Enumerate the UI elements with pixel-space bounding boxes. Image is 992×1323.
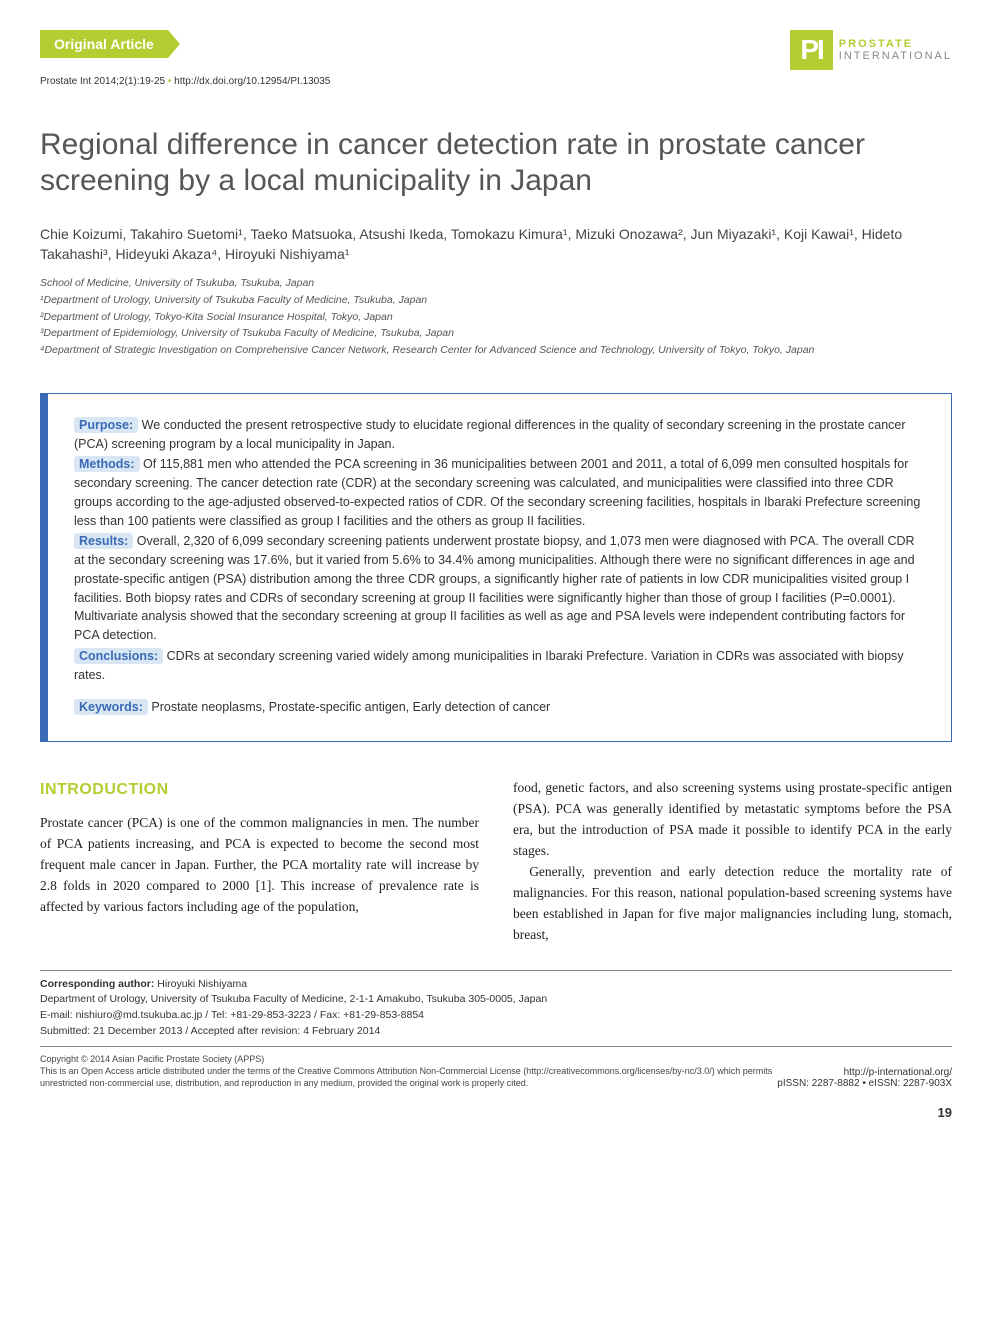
- copyright-line: Copyright © 2014 Asian Pacific Prostate …: [40, 1053, 777, 1065]
- corresponding-addr: Department of Urology, University of Tsu…: [40, 993, 547, 1005]
- intro-para-1: Prostate cancer (PCA) is one of the comm…: [40, 813, 479, 918]
- purpose-text: We conducted the present retrospective s…: [74, 418, 906, 451]
- intro-para-2: food, genetic factors, and also screenin…: [513, 778, 952, 862]
- corresponding-dates: Submitted: 21 December 2013 / Accepted a…: [40, 1025, 380, 1037]
- methods-label: Methods:: [74, 456, 140, 472]
- divider: [40, 1046, 952, 1047]
- results-label: Results:: [74, 533, 133, 549]
- abstract-box: Purpose: We conducted the present retros…: [40, 393, 952, 742]
- corresponding-name: Hiroyuki Nishiyama: [154, 978, 247, 990]
- conclusions-text: CDRs at secondary screening varied widel…: [74, 649, 904, 682]
- logo-line2: INTERNATIONAL: [839, 50, 952, 62]
- col-left: INTRODUCTION Prostate cancer (PCA) is on…: [40, 778, 479, 945]
- affiliation-item: ³Department of Epidemiology, University …: [40, 326, 952, 342]
- corresponding-author: Corresponding author: Hiroyuki Nishiyama…: [40, 977, 952, 1040]
- purpose-label: Purpose:: [74, 417, 138, 433]
- header-row: Original Article PI PROSTATE INTERNATION…: [40, 30, 952, 70]
- divider: [40, 970, 952, 971]
- affiliation-item: ⁴Department of Strategic Investigation o…: [40, 343, 952, 359]
- conclusions-label: Conclusions:: [74, 648, 163, 664]
- author-list: Chie Koizumi, Takahiro Suetomi¹, Taeko M…: [40, 225, 952, 264]
- abstract-keywords: Keywords: Prostate neoplasms, Prostate-s…: [74, 698, 925, 717]
- abstract-conclusions: Conclusions: CDRs at secondary screening…: [74, 647, 925, 685]
- corresponding-contact: E-mail: nishiuro@md.tsukuba.ac.jp / Tel:…: [40, 1009, 424, 1021]
- article-type-badge: Original Article: [40, 30, 168, 58]
- affiliation-item: ¹Department of Urology, University of Ts…: [40, 293, 952, 309]
- keywords-text: Prostate neoplasms, Prostate-specific an…: [148, 700, 550, 714]
- abstract-methods: Methods: Of 115,881 men who attended the…: [74, 455, 925, 530]
- issn-line: pISSN: 2287-8882 • eISSN: 2287-903X: [777, 1078, 952, 1089]
- abstract-purpose: Purpose: We conducted the present retros…: [74, 416, 925, 454]
- intro-para-3: Generally, prevention and early detectio…: [513, 862, 952, 946]
- citation-line: Prostate Int 2014;2(1):19-25 • http://dx…: [40, 76, 952, 87]
- affiliations: School of Medicine, University of Tsukub…: [40, 276, 952, 359]
- footer-right: http://p-international.org/ pISSN: 2287-…: [777, 1067, 952, 1089]
- journal-url[interactable]: http://p-international.org/: [777, 1067, 952, 1078]
- methods-text: Of 115,881 men who attended the PCA scre…: [74, 457, 920, 527]
- affiliation-item: School of Medicine, University of Tsukub…: [40, 276, 952, 292]
- abstract-results: Results: Overall, 2,320 of 6,099 seconda…: [74, 532, 925, 645]
- col-right: food, genetic factors, and also screenin…: [513, 778, 952, 945]
- corresponding-label: Corresponding author:: [40, 978, 154, 990]
- logo-text: PROSTATE INTERNATIONAL: [839, 38, 952, 62]
- footer-row: Copyright © 2014 Asian Pacific Prostate …: [40, 1053, 952, 1089]
- footer-left: Copyright © 2014 Asian Pacific Prostate …: [40, 1053, 777, 1089]
- license-text: This is an Open Access article distribut…: [40, 1065, 777, 1089]
- keywords-label: Keywords:: [74, 699, 148, 715]
- logo-line1: PROSTATE: [839, 38, 952, 50]
- doi-link[interactable]: http://dx.doi.org/10.12954/PI.13035: [174, 76, 330, 87]
- logo-mark: PI: [790, 30, 832, 70]
- page-number: 19: [40, 1105, 952, 1120]
- introduction-heading: INTRODUCTION: [40, 778, 479, 803]
- journal-logo: PI PROSTATE INTERNATIONAL: [790, 30, 952, 70]
- article-title: Regional difference in cancer detection …: [40, 127, 952, 199]
- body-columns: INTRODUCTION Prostate cancer (PCA) is on…: [40, 778, 952, 945]
- affiliation-item: ²Department of Urology, Tokyo-Kita Socia…: [40, 310, 952, 326]
- citation-prefix: Prostate Int 2014;2(1):19-25: [40, 76, 165, 87]
- results-text: Overall, 2,320 of 6,099 secondary screen…: [74, 534, 915, 642]
